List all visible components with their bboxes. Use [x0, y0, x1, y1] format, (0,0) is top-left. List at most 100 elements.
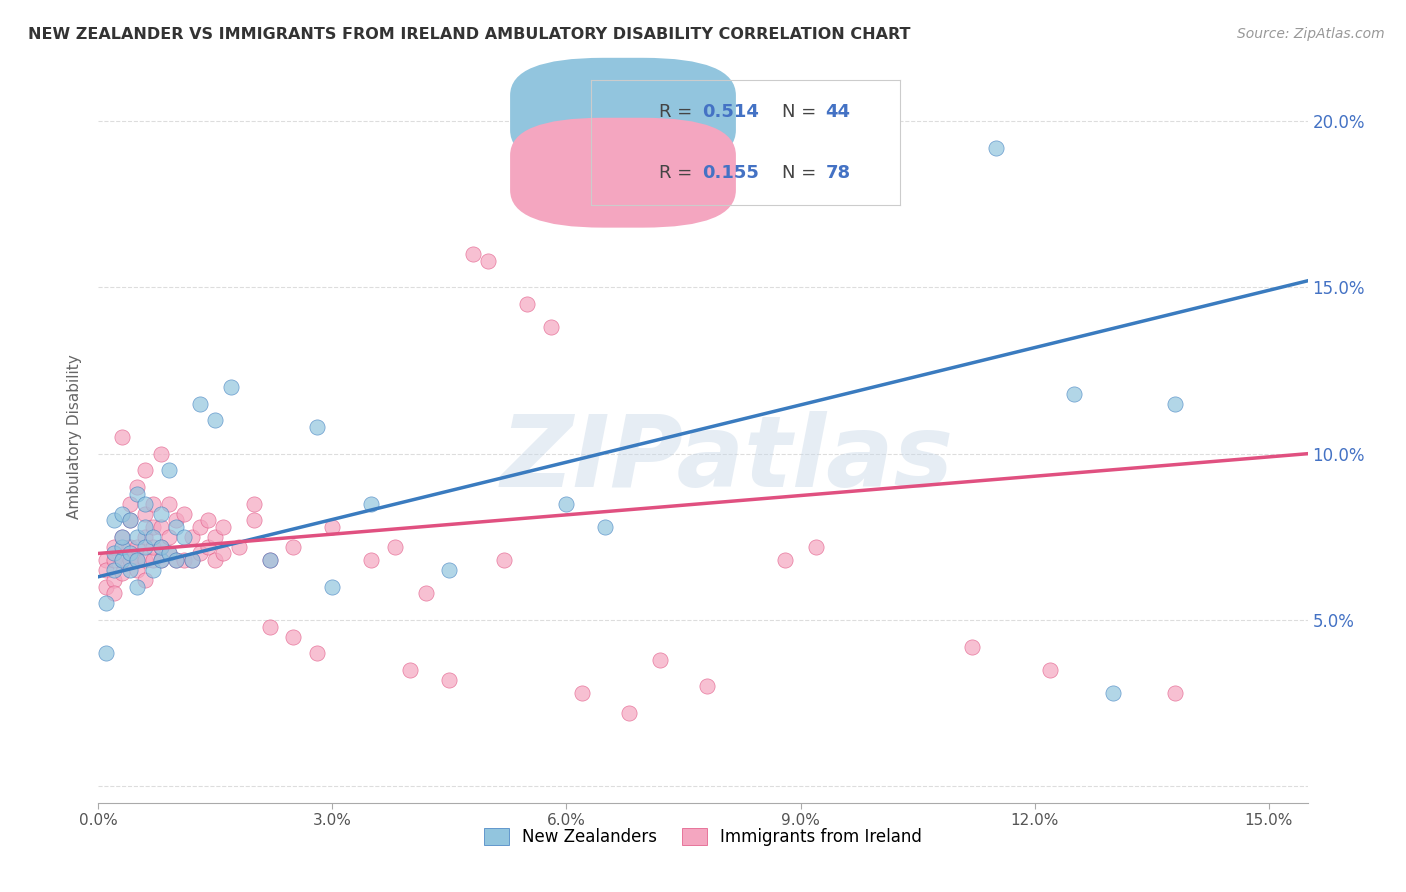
Point: [96, 563, 118, 577]
Point: [173, 553, 195, 567]
Point: [103, 573, 125, 587]
Text: 0.155: 0.155: [702, 164, 759, 182]
Point: [96, 646, 118, 660]
Point: [228, 540, 250, 554]
Point: [111, 430, 134, 444]
FancyBboxPatch shape: [510, 118, 735, 227]
Point: [127, 486, 149, 500]
Point: [157, 546, 180, 560]
Point: [157, 497, 180, 511]
Point: [360, 497, 382, 511]
Point: [134, 553, 156, 567]
Point: [118, 563, 141, 577]
Point: [134, 540, 156, 554]
Point: [696, 680, 718, 694]
Text: N =: N =: [782, 103, 823, 121]
Point: [648, 653, 671, 667]
Point: [118, 497, 141, 511]
Point: [157, 530, 180, 544]
Legend: New Zealanders, Immigrants from Ireland: New Zealanders, Immigrants from Ireland: [484, 828, 922, 846]
Point: [127, 563, 149, 577]
Point: [259, 619, 281, 633]
Point: [439, 563, 461, 577]
Point: [197, 540, 219, 554]
Point: [142, 563, 165, 577]
Point: [103, 540, 125, 554]
Point: [1164, 397, 1187, 411]
Text: Source: ZipAtlas.com: Source: ZipAtlas.com: [1237, 27, 1385, 41]
Point: [149, 520, 172, 534]
Point: [142, 553, 165, 567]
Point: [461, 247, 484, 261]
Point: [127, 553, 149, 567]
Point: [127, 530, 149, 544]
Point: [204, 413, 226, 427]
Point: [259, 553, 281, 567]
Point: [283, 540, 305, 554]
Text: ZIPatlas: ZIPatlas: [501, 410, 953, 508]
Point: [103, 563, 125, 577]
Point: [516, 297, 538, 311]
Point: [188, 520, 211, 534]
Point: [181, 553, 204, 567]
Point: [773, 553, 796, 567]
Point: [96, 553, 118, 567]
Point: [165, 553, 187, 567]
Point: [960, 640, 983, 654]
Point: [595, 520, 617, 534]
Point: [181, 553, 204, 567]
Point: [305, 646, 328, 660]
Point: [142, 530, 165, 544]
Point: [111, 566, 134, 581]
Point: [283, 630, 305, 644]
Point: [134, 530, 156, 544]
Point: [103, 546, 125, 560]
Point: [118, 553, 141, 567]
Point: [212, 546, 235, 560]
Point: [127, 553, 149, 567]
Point: [188, 397, 211, 411]
Point: [134, 520, 156, 534]
Point: [96, 580, 118, 594]
Point: [477, 253, 499, 268]
Point: [540, 320, 562, 334]
Text: 44: 44: [825, 103, 851, 121]
Point: [173, 530, 195, 544]
Point: [111, 553, 134, 567]
Point: [321, 580, 343, 594]
Point: [1101, 686, 1123, 700]
Point: [1164, 686, 1187, 700]
Point: [571, 686, 593, 700]
Text: N =: N =: [782, 164, 823, 182]
Point: [142, 540, 165, 554]
Point: [399, 663, 422, 677]
Point: [727, 131, 749, 145]
Point: [134, 507, 156, 521]
Text: NEW ZEALANDER VS IMMIGRANTS FROM IRELAND AMBULATORY DISABILITY CORRELATION CHART: NEW ZEALANDER VS IMMIGRANTS FROM IRELAND…: [28, 27, 911, 42]
Point: [212, 520, 235, 534]
Point: [173, 507, 195, 521]
Point: [157, 463, 180, 477]
Text: R =: R =: [658, 103, 697, 121]
Point: [360, 553, 382, 567]
Point: [197, 513, 219, 527]
Point: [118, 546, 141, 560]
Point: [103, 586, 125, 600]
Text: R =: R =: [658, 164, 697, 182]
Point: [321, 520, 343, 534]
Point: [149, 553, 172, 567]
Point: [555, 497, 578, 511]
Point: [142, 520, 165, 534]
Y-axis label: Ambulatory Disability: Ambulatory Disability: [67, 355, 83, 519]
Point: [259, 553, 281, 567]
Point: [111, 540, 134, 554]
Text: 78: 78: [825, 164, 851, 182]
Point: [204, 553, 226, 567]
Point: [415, 586, 437, 600]
Point: [111, 553, 134, 567]
Point: [142, 497, 165, 511]
Point: [149, 540, 172, 554]
Point: [134, 573, 156, 587]
Point: [1063, 387, 1085, 401]
Point: [111, 530, 134, 544]
